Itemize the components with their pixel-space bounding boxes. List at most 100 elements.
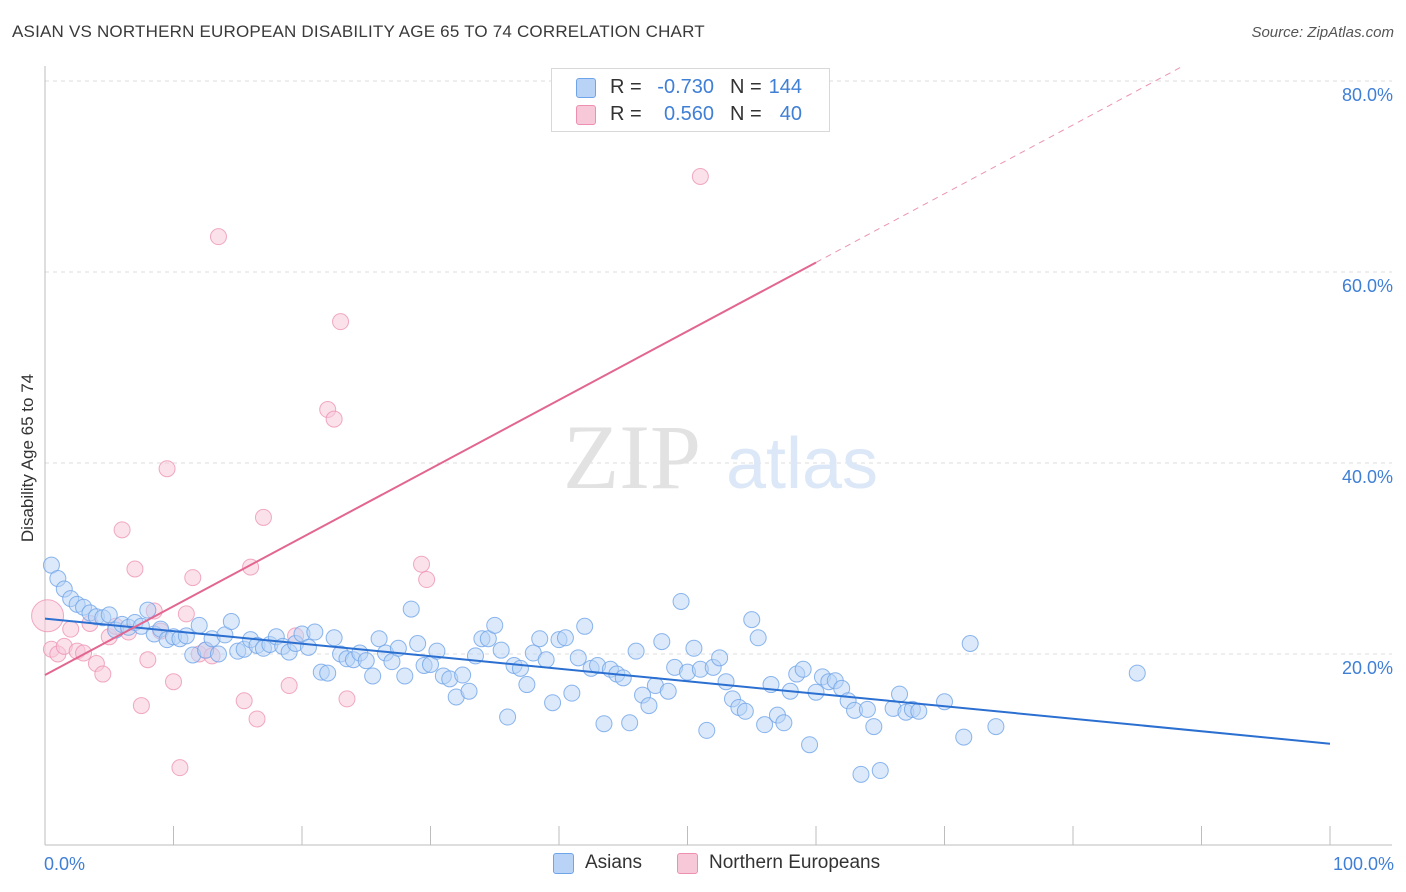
trend-lines — [44, 65, 1331, 745]
y-tick-label: 80.0% — [1342, 85, 1393, 105]
data-point-asian — [556, 629, 574, 647]
data-point-asian — [640, 697, 658, 715]
series-legend: Asians Northern Europeans — [0, 852, 1406, 878]
data-point-northern-european — [691, 168, 709, 185]
data-point-asian — [1128, 664, 1146, 682]
trend-line-northern-europeans — [44, 261, 817, 676]
data-point-asian — [518, 676, 536, 694]
series-asians — [42, 556, 1146, 783]
data-point-asian — [306, 623, 324, 641]
data-point-asian — [749, 629, 767, 647]
data-point-northern-european — [139, 651, 157, 669]
data-point-asian — [396, 667, 414, 685]
data-point-asian — [569, 649, 587, 667]
data-point-asian — [428, 642, 446, 660]
trend-line-asians — [44, 617, 1331, 745]
data-point-asian — [409, 634, 427, 652]
data-point-northern-european — [113, 521, 131, 539]
data-point-northern-european — [254, 508, 272, 526]
data-point-northern-european — [165, 673, 182, 691]
data-point-asian — [743, 611, 761, 629]
data-point-northern-european — [184, 569, 202, 587]
data-point-asian — [756, 716, 774, 734]
data-point-asian — [364, 667, 382, 685]
data-point-asian — [209, 645, 227, 663]
data-point-asian — [865, 718, 883, 736]
legend-r-value: -0.730 — [657, 76, 714, 98]
data-point-asian — [955, 728, 973, 746]
data-point-asian — [910, 702, 928, 720]
data-point-asian — [576, 617, 594, 635]
data-point-asian — [537, 651, 555, 669]
data-point-northern-european — [209, 228, 227, 246]
data-point-asian — [672, 592, 690, 610]
data-point-northern-european — [75, 644, 93, 662]
data-point-northern-european — [94, 665, 112, 683]
legend-n-label: N = — [730, 103, 762, 125]
data-point-northern-european — [332, 313, 350, 331]
x-tick-label-left: 0.0% — [44, 854, 85, 874]
y-tick-label: 20.0% — [1342, 658, 1393, 678]
legend-label-asians: Asians — [585, 852, 643, 873]
x-tick-labels: 0.0% 100.0% — [44, 854, 1394, 874]
chart-title: ASIAN VS NORTHERN EUROPEAN DISABILITY AG… — [12, 22, 705, 41]
data-point-asian — [531, 630, 549, 648]
data-point-asian — [222, 613, 240, 631]
data-point-asian — [177, 627, 195, 645]
data-point-asian — [486, 616, 504, 634]
data-point-asian — [794, 660, 812, 678]
data-point-asian — [653, 633, 671, 651]
data-point-asian — [499, 708, 517, 726]
data-point-asian — [858, 700, 876, 718]
data-point-asian — [139, 601, 157, 619]
data-point-northern-european — [235, 692, 253, 710]
data-point-asian — [627, 642, 645, 660]
y-tick-label: 40.0% — [1342, 467, 1393, 487]
legend-swatch-northern-europeans — [677, 853, 698, 874]
data-point-asian — [685, 639, 703, 657]
legend-row-northern-europeans: R = 0.560 N = 40 — [552, 101, 829, 127]
data-point-asian — [961, 634, 979, 652]
legend-n-value: 40 — [779, 103, 802, 125]
data-point-northern-european — [325, 410, 343, 428]
legend-swatch-asians — [576, 78, 596, 98]
correlation-legend: R = -0.730 N = 144 R = 0.560 N = 40 — [551, 68, 830, 132]
watermark-atlas: atlas — [726, 424, 878, 504]
data-point-asian — [595, 715, 613, 733]
data-point-asian — [325, 629, 343, 647]
data-point-asian — [698, 721, 716, 739]
data-point-asian — [319, 664, 337, 682]
legend-swatch-northern-europeans — [576, 105, 596, 125]
data-point-asian — [717, 673, 735, 691]
data-point-asian — [492, 641, 510, 659]
data-point-northern-european — [132, 697, 150, 715]
data-point-northern-european — [62, 620, 80, 638]
data-point-asian — [736, 702, 754, 720]
watermark: ZIP atlas — [563, 406, 878, 508]
data-point-asian — [460, 682, 478, 700]
data-point-asian — [621, 714, 639, 732]
source-label: Source: ZipAtlas.com — [1251, 24, 1394, 41]
data-point-asian — [370, 630, 388, 648]
data-point-asian — [511, 659, 529, 677]
legend-r-label: R = — [610, 103, 642, 125]
legend-n-value: 144 — [768, 76, 802, 98]
data-point-northern-european — [338, 690, 356, 708]
data-point-asian — [454, 666, 472, 684]
axes — [44, 66, 1392, 846]
y-tick-labels: 20.0% 40.0% 60.0% 80.0% — [1342, 85, 1393, 678]
data-point-asian — [563, 684, 581, 702]
legend-n-label: N = — [730, 76, 762, 98]
data-point-asian — [775, 714, 793, 732]
data-point-northern-european — [31, 599, 65, 633]
data-point-asian — [852, 765, 870, 783]
data-point-asian — [871, 762, 889, 780]
data-point-northern-european — [171, 759, 189, 777]
data-point-asian — [659, 682, 677, 700]
data-point-asian — [100, 606, 118, 624]
data-point-northern-european — [177, 605, 195, 623]
data-point-northern-european — [280, 677, 298, 695]
data-point-northern-european — [158, 460, 176, 478]
data-point-asian — [614, 669, 632, 687]
watermark-zip: ZIP — [563, 406, 701, 508]
